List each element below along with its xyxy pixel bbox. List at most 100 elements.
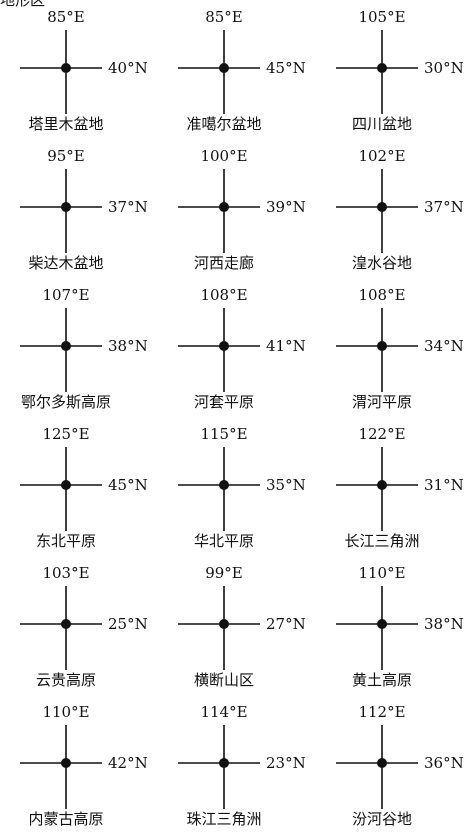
coordinate-cross xyxy=(178,30,260,114)
latitude-label: 35°N xyxy=(266,476,306,494)
region-name: 河西走廊 xyxy=(193,254,254,272)
longitude-label: 95°E xyxy=(47,147,85,165)
location-dot xyxy=(377,341,387,351)
region-name: 长江三角洲 xyxy=(344,532,420,550)
region-cell: 122°E 31°N 长江三角洲 xyxy=(320,417,470,556)
coordinate-cross xyxy=(178,725,260,809)
latitude-label: 38°N xyxy=(108,337,148,355)
location-dot xyxy=(61,480,71,490)
coordinate-cross xyxy=(336,447,418,531)
region-cell: 110°E 42°N 内蒙古高原 xyxy=(4,695,162,834)
longitude-label: 102°E xyxy=(358,147,406,165)
region-name: 珠江三角洲 xyxy=(186,810,262,828)
region-cell: 95°E 37°N 柴达木盆地 xyxy=(4,139,162,278)
region-name: 云贵高原 xyxy=(35,671,96,689)
location-dot xyxy=(377,619,387,629)
longitude-label: 105°E xyxy=(358,8,406,26)
longitude-label: 103°E xyxy=(42,564,90,582)
coordinate-cross xyxy=(20,725,102,809)
longitude-label: 114°E xyxy=(200,703,248,721)
location-dot xyxy=(377,480,387,490)
longitude-label: 115°E xyxy=(200,425,248,443)
coordinate-cross xyxy=(20,30,102,114)
region-cell: 125°E 45°N 东北平原 xyxy=(4,417,162,556)
region-cell: 107°E 38°N 鄂尔多斯高原 xyxy=(4,278,162,417)
latitude-label: 41°N xyxy=(266,337,306,355)
longitude-label: 110°E xyxy=(42,703,90,721)
region-name: 黄土高原 xyxy=(351,671,412,689)
coordinate-cross xyxy=(336,30,418,114)
longitude-label: 85°E xyxy=(47,8,85,26)
location-dot xyxy=(61,758,71,768)
coordinate-cross xyxy=(336,169,418,253)
latitude-label: 30°N xyxy=(424,59,464,77)
coordinate-cross xyxy=(20,169,102,253)
coordinate-cross xyxy=(336,586,418,670)
latitude-label: 39°N xyxy=(266,198,306,216)
location-dot xyxy=(61,341,71,351)
region-name: 准噶尔盆地 xyxy=(186,115,262,133)
location-dot xyxy=(61,202,71,212)
region-name: 渭河平原 xyxy=(351,393,412,411)
location-dot xyxy=(377,758,387,768)
region-name: 鄂尔多斯高原 xyxy=(20,393,111,411)
latitude-label: 45°N xyxy=(266,59,306,77)
coordinate-cross xyxy=(178,447,260,531)
region-name: 四川盆地 xyxy=(351,115,412,133)
latitude-label: 34°N xyxy=(424,337,464,355)
location-dot xyxy=(219,63,229,73)
latitude-label: 40°N xyxy=(108,59,148,77)
region-cell: 110°E 38°N 黄土高原 xyxy=(320,556,470,695)
region-name: 内蒙古高原 xyxy=(28,810,104,828)
region-cell: 105°E 30°N 四川盆地 xyxy=(320,0,470,139)
longitude-label: 99°E xyxy=(205,564,243,582)
latitude-label: 37°N xyxy=(424,198,464,216)
region-cell: 108°E 41°N 河套平原 xyxy=(162,278,320,417)
region-cell: 112°E 36°N 汾河谷地 xyxy=(320,695,470,834)
latitude-label: 23°N xyxy=(266,754,306,772)
location-dot xyxy=(61,619,71,629)
longitude-label: 85°E xyxy=(205,8,243,26)
coordinate-cross xyxy=(178,308,260,392)
header-fragment: 地形区 xyxy=(0,0,46,9)
coordinate-cross xyxy=(20,586,102,670)
region-cell: 85°E 40°N 塔里木盆地 xyxy=(4,0,162,139)
longitude-label: 122°E xyxy=(358,425,406,443)
latitude-label: 31°N xyxy=(424,476,464,494)
coordinate-cross xyxy=(20,447,102,531)
coordinate-cross xyxy=(178,586,260,670)
coordinate-cross xyxy=(336,308,418,392)
longitude-label: 108°E xyxy=(200,286,248,304)
latitude-label: 27°N xyxy=(266,615,306,633)
location-dot xyxy=(219,619,229,629)
latitude-label: 37°N xyxy=(108,198,148,216)
latitude-label: 45°N xyxy=(108,476,148,494)
location-dot xyxy=(219,202,229,212)
longitude-label: 112°E xyxy=(358,703,406,721)
longitude-label: 110°E xyxy=(358,564,406,582)
region-name: 湟水谷地 xyxy=(351,254,412,272)
region-name: 横断山区 xyxy=(193,671,254,689)
region-name: 华北平原 xyxy=(193,532,254,550)
longitude-label: 125°E xyxy=(42,425,90,443)
region-cell: 99°E 27°N 横断山区 xyxy=(162,556,320,695)
region-cell: 102°E 37°N 湟水谷地 xyxy=(320,139,470,278)
latitude-label: 42°N xyxy=(108,754,148,772)
latitude-label: 36°N xyxy=(424,754,464,772)
region-name: 河套平原 xyxy=(193,393,254,411)
latitude-label: 38°N xyxy=(424,615,464,633)
coordinate-cross xyxy=(20,308,102,392)
location-dot xyxy=(377,202,387,212)
longitude-label: 108°E xyxy=(358,286,406,304)
longitude-label: 100°E xyxy=(200,147,248,165)
region-name: 塔里木盆地 xyxy=(28,115,104,133)
location-dot xyxy=(377,63,387,73)
coordinate-cross xyxy=(178,169,260,253)
location-dot xyxy=(219,341,229,351)
region-cell: 108°E 34°N 渭河平原 xyxy=(320,278,470,417)
region-cell: 103°E 25°N 云贵高原 xyxy=(4,556,162,695)
region-name: 汾河谷地 xyxy=(351,810,412,828)
latitude-label: 25°N xyxy=(108,615,148,633)
location-dot xyxy=(219,758,229,768)
region-cell: 85°E 45°N 准噶尔盆地 xyxy=(162,0,320,139)
